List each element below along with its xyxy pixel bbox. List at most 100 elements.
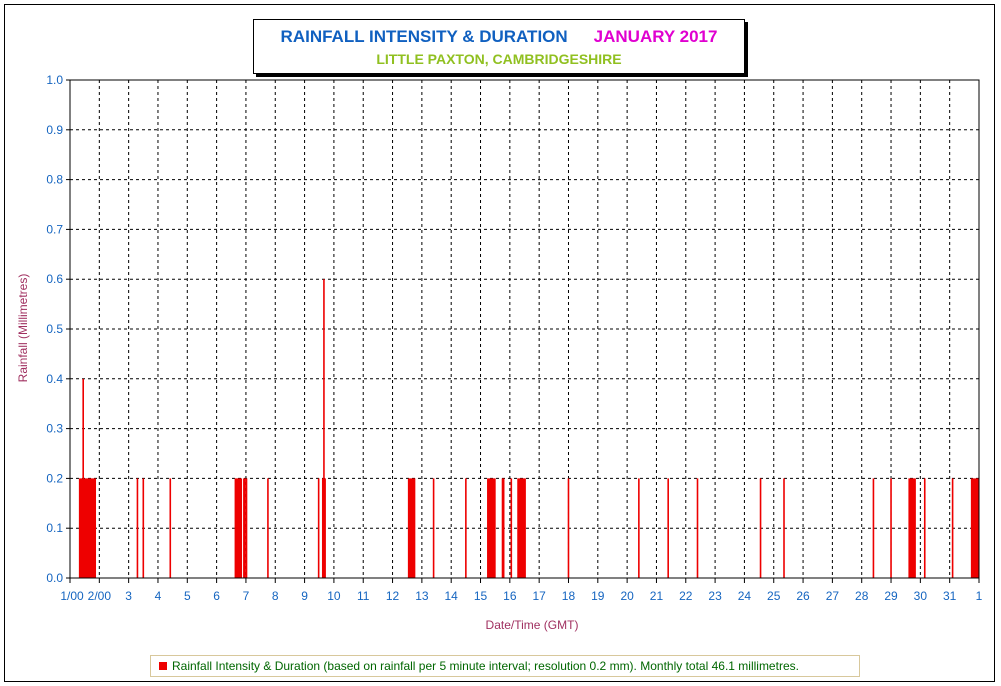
title-month-text: JANUARY 2017 (593, 27, 718, 46)
rainfall-bar (169, 478, 172, 578)
legend-swatch (159, 662, 167, 670)
y-tick-label: 0.1 (46, 521, 63, 535)
y-tick-label: 0.0 (46, 571, 63, 585)
rainfall-bar (914, 478, 916, 578)
rainfall-bar (93, 478, 95, 578)
rainfall-bar (501, 478, 504, 578)
x-tick-label: 25 (767, 589, 781, 603)
x-tick-label: 3 (125, 589, 132, 603)
rainfall-bar (142, 478, 145, 578)
rainfall-bar (494, 478, 496, 578)
x-tick-label: 28 (855, 589, 869, 603)
rainfall-bar (409, 478, 411, 578)
x-tick-label: 30 (914, 589, 928, 603)
x-tick-label: 1 (976, 589, 983, 603)
rainfall-bar (696, 478, 699, 578)
rainfall-bar (235, 478, 238, 578)
x-tick-label: 5 (184, 589, 191, 603)
rainfall-bar (85, 478, 88, 578)
x-tick-label: 14 (445, 589, 459, 603)
rainfall-bar (951, 478, 954, 578)
rainfall-bar (567, 478, 570, 578)
rainfall-bar (82, 378, 84, 578)
rainfall-bar (87, 478, 89, 578)
x-tick-label: 27 (826, 589, 840, 603)
x-tick-label: 12 (386, 589, 400, 603)
rainfall-bar (519, 478, 522, 578)
rainfall-bar (413, 478, 416, 578)
x-tick-label: 23 (708, 589, 722, 603)
chart-title: RAINFALL INTENSITY & DURATION JANUARY 201… (254, 27, 744, 47)
rainfall-bar (489, 478, 491, 578)
x-tick-label: 19 (591, 589, 605, 603)
rainfall-bar (976, 478, 979, 578)
rainfall-bar (521, 478, 524, 578)
rainfall-bar (487, 478, 489, 578)
rainfall-bar (520, 478, 523, 578)
y-tick-label: 0.6 (46, 272, 63, 286)
x-tick-label: 31 (943, 589, 957, 603)
rainfall-bar (89, 478, 92, 578)
rainfall-bar (78, 478, 81, 578)
x-tick-label: 21 (650, 589, 664, 603)
y-tick-label: 1.0 (46, 73, 63, 87)
y-tick-label: 0.4 (46, 372, 63, 386)
rainfall-bar (972, 478, 974, 578)
rainfall-bar (321, 478, 324, 578)
x-axis-title: Date/Time (GMT) (486, 618, 579, 632)
x-tick-label: 24 (738, 589, 752, 603)
x-tick-label: 10 (327, 589, 341, 603)
y-tick-label: 0.3 (46, 422, 63, 436)
x-tick-label: 16 (503, 589, 517, 603)
rainfall-bar (240, 478, 243, 578)
rainfall-bar (517, 478, 519, 578)
rainfall-bar (410, 478, 412, 578)
rainfall-bar (412, 478, 415, 578)
rainfall-bar (81, 478, 83, 578)
rainfall-bar (908, 478, 911, 578)
rainfall-bar (465, 478, 467, 578)
x-tick-label: 20 (620, 589, 634, 603)
rainfall-bar (234, 478, 237, 578)
rainfall-bar (970, 478, 973, 578)
rainfall-bar (890, 478, 892, 578)
rainfall-bar (136, 478, 139, 578)
rainfall-bar (667, 478, 669, 578)
rainfall-bar (243, 478, 245, 578)
rainfall-bar (244, 478, 246, 578)
y-tick-label: 0.7 (46, 222, 63, 236)
rainfall-bar (913, 478, 915, 578)
x-tick-label: 9 (301, 589, 308, 603)
rainfall-bar (83, 478, 86, 578)
rainfall-bar (411, 478, 413, 578)
y-tick-label: 0.2 (46, 471, 63, 485)
rainfall-bars (78, 279, 980, 578)
rainfall-bar (974, 478, 976, 578)
rainfall-bar (80, 478, 82, 578)
rainfall-bar (94, 478, 97, 578)
rainfall-bar (783, 478, 785, 578)
x-tick-label: 8 (272, 589, 279, 603)
y-axis-ticks: 0.0 0.1 0.2 0.3 0.4 0.5 0.6 0.7 0.8 0.9 1.0 (46, 73, 70, 585)
rainfall-bar (909, 478, 912, 578)
x-tick-label: 13 (415, 589, 429, 603)
rainfall-bar (523, 478, 525, 578)
rainfall-bar (910, 478, 913, 578)
rainfall-bar (759, 478, 762, 578)
x-tick-label: 4 (155, 589, 162, 603)
rainfall-bar (236, 478, 239, 578)
x-axis-ticks: 1/00 2/00 3 4 5 6 7 8 9 10 11 12 13 14 15 16 17 18 19 20 21 2… (60, 578, 983, 603)
title-main-text: RAINFALL INTENSITY & DURATION (280, 27, 568, 46)
rainfall-bar (239, 478, 241, 578)
rainfall-bar (911, 478, 914, 578)
rainfall-bar (510, 478, 513, 578)
rainfall-bar (90, 478, 93, 578)
rainfall-bar (317, 478, 320, 578)
rainfall-bar (923, 478, 926, 578)
legend-label: Rainfall Intensity & Duration (based on … (172, 659, 799, 673)
rainfall-bar (490, 478, 493, 578)
rainfall-bar (407, 478, 410, 578)
rainfall-bar (88, 478, 91, 578)
legend: Rainfall Intensity & Duration (based on … (150, 655, 860, 677)
